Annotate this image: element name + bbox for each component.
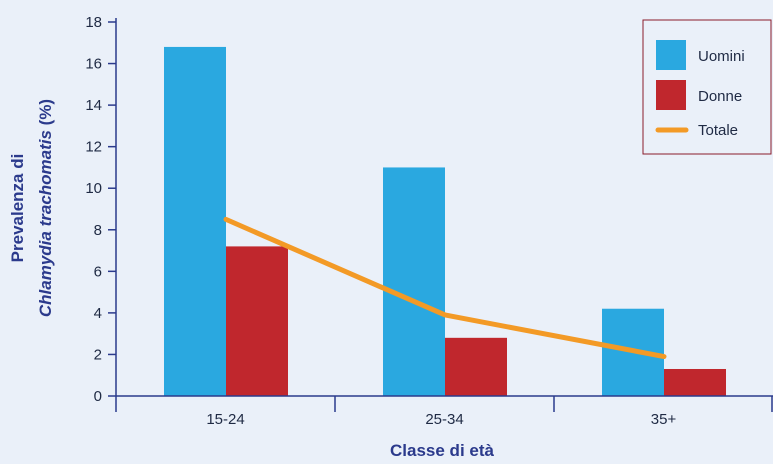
y-tick-label-6: 6 [94,263,102,280]
bar-donne-35+ [664,369,726,396]
x-tick-label-35+: 35+ [651,411,677,428]
bar-donne-25-34 [445,338,507,396]
y-axis-title-line1: Prevalenza di [8,154,27,263]
y-tick-label-4: 4 [94,305,102,322]
y-axis-title-line2: Chlamydia trachomatis (%) [36,99,55,317]
y-tick-label-16: 16 [85,56,102,73]
y-tick-label-18: 18 [85,14,102,31]
y-tick-label-2: 2 [94,346,102,363]
x-tick-label-15-24: 15-24 [206,411,244,428]
legend-label-totale: Totale [698,122,738,139]
y-tick-label-14: 14 [85,97,102,114]
y-tick-label-0: 0 [94,388,102,405]
legend-swatch-uomini [656,40,686,70]
x-axis-title: Classe di età [390,441,494,460]
legend-label-uomini: Uomini [698,48,745,65]
y-axis-title-italic: Chlamydia trachomatis [36,130,55,317]
bar-uomini-15-24 [164,47,226,396]
y-tick-label-12: 12 [85,139,102,156]
y-tick-label-10: 10 [85,180,102,197]
bar-uomini-25-34 [383,167,445,396]
y-tick-label-8: 8 [94,222,102,239]
x-tick-label-25-34: 25-34 [425,411,463,428]
legend-swatch-donne [656,80,686,110]
bar-donne-15-24 [226,246,288,396]
y-axis-title-suffix: (%) [36,99,55,130]
legend-label-donne: Donne [698,88,742,105]
